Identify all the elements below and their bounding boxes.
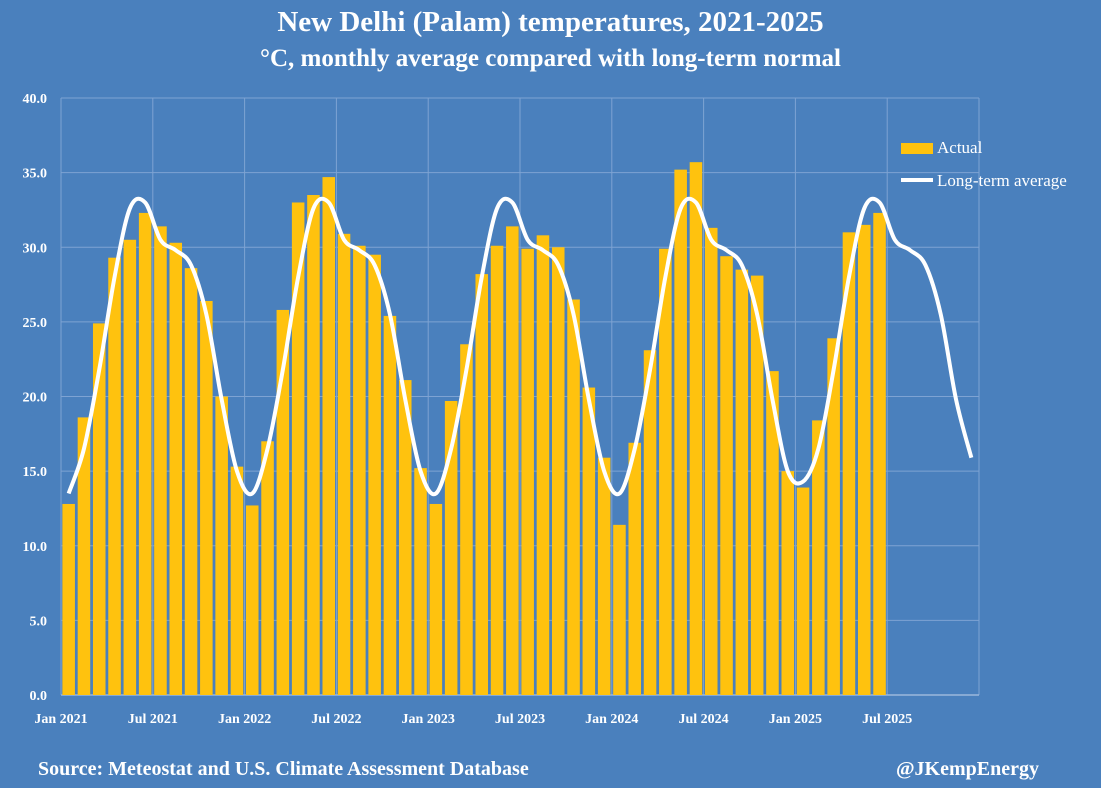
actual-bar [583,388,596,695]
y-tick-label: 20.0 [23,391,48,406]
x-tick-label: Jan 2025 [769,712,822,727]
x-tick-label: Jul 2025 [862,712,912,727]
x-tick-label: Jul 2023 [495,712,545,727]
actual-bar [690,162,703,695]
actual-bar [537,235,550,695]
y-tick-label: 30.0 [23,241,48,256]
actual-bar [200,301,213,695]
actual-bar [552,247,565,695]
x-tick-label: Jan 2022 [218,712,271,727]
actual-bar [705,228,718,695]
actual-bar [567,299,580,695]
actual-bars [62,162,885,695]
actual-bar [430,504,443,695]
actual-bar [720,256,733,695]
author-handle: @JKempEnergy [896,758,1039,781]
y-tick-label: 25.0 [23,316,48,331]
actual-bar [475,274,488,695]
y-tick-label: 10.0 [23,540,48,555]
actual-bar [353,246,366,695]
actual-bar [659,249,672,695]
actual-bar [261,441,274,695]
y-axis: 0.0 5.0 10.0 15.0 20.0 25.0 30.0 35.0 40.0 [23,92,48,704]
gridlines [61,98,979,695]
actual-bar [797,488,810,695]
actual-bar [368,255,381,695]
source-note: Source: Meteostat and U.S. Climate Asses… [38,758,529,781]
x-tick-label: Jul 2022 [311,712,361,727]
actual-bar [246,505,259,695]
x-axis: Jan 2021 Jul 2021 Jan 2022 Jul 2022 Jan 2023… [34,712,912,727]
actual-bar [185,268,198,695]
x-tick-label: Jan 2023 [402,712,455,727]
y-tick-label: 15.0 [23,465,48,480]
actual-bar [521,249,534,695]
y-tick-label: 0.0 [30,689,48,704]
actual-bar [628,443,641,695]
legend-label-actual: Actual [937,138,983,157]
legend-swatch-actual [901,143,933,154]
legend-label-long-term-average: Long-term average [937,171,1067,190]
actual-bar [154,226,167,695]
actual-bar [338,234,351,695]
actual-bar [873,213,886,695]
actual-bar [858,225,871,695]
actual-bar [674,170,687,695]
actual-bar [598,458,611,695]
x-tick-label: Jan 2021 [34,712,87,727]
actual-bar [384,316,397,695]
actual-bar [322,177,335,695]
actual-bar [124,240,137,695]
actual-bar [613,525,626,695]
y-tick-label: 5.0 [30,614,48,629]
actual-bar [736,270,749,695]
x-tick-label: Jan 2024 [585,712,638,727]
actual-bar [215,397,228,696]
actual-bar [169,243,182,695]
actual-bar [62,504,75,695]
actual-bar [108,258,121,695]
x-tick-label: Jul 2021 [128,712,178,727]
legend: Actual Long-term average [901,138,1067,190]
y-tick-label: 40.0 [23,92,48,107]
actual-bar [491,246,504,695]
actual-bar [231,467,244,695]
actual-bar [307,195,320,695]
actual-bar [506,226,519,695]
actual-bar [139,213,152,695]
y-tick-label: 35.0 [23,167,48,182]
x-tick-label: Jul 2024 [679,712,729,727]
actual-bar [414,468,427,695]
actual-bar [781,471,794,695]
